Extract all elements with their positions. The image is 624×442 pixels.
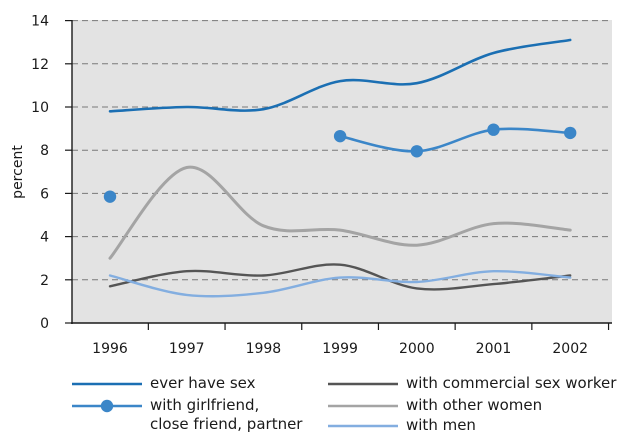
x-tick-label: 1999	[322, 341, 358, 357]
series-2	[103, 123, 577, 203]
legend-item-other-women: with other women	[328, 396, 542, 414]
legend-label: with men	[406, 416, 476, 434]
data-point	[103, 190, 117, 203]
series-line	[108, 165, 572, 260]
x-tick-label: 1996	[92, 341, 128, 357]
legend-label: ever have sex	[150, 374, 256, 392]
legend-marker	[100, 399, 114, 413]
y-tick-label: 8	[40, 143, 49, 159]
series-layer	[103, 38, 577, 298]
series-4	[108, 165, 572, 260]
series-3	[108, 263, 572, 291]
legend-label: with other women	[406, 396, 542, 414]
series-line	[338, 127, 572, 153]
x-tick-label: 2000	[399, 341, 435, 357]
y-tick-label: 2	[40, 273, 49, 289]
y-tick-label: 6	[40, 186, 49, 202]
data-point	[564, 126, 577, 140]
legend-item-ever-have-sex: ever have sex	[72, 374, 256, 392]
legend-label: with girlfriend,	[150, 396, 259, 414]
gridlines	[72, 20, 612, 281]
series-line	[108, 269, 572, 298]
y-tick-label: 12	[31, 57, 49, 73]
y-tick-label: 0	[40, 316, 49, 332]
series-1	[108, 38, 572, 113]
series-line	[108, 38, 572, 113]
data-point	[487, 123, 500, 136]
data-point	[410, 145, 423, 158]
y-axis-label: percent	[10, 145, 26, 199]
x-tick-label: 2002	[552, 341, 588, 357]
x-tick-label: 1997	[169, 341, 205, 357]
legend: ever have sex with girlfriend,close frien…	[72, 374, 617, 434]
y-tick-label: 4	[40, 230, 49, 246]
series-line	[108, 263, 572, 291]
legend-label: close friend, partner	[150, 415, 303, 433]
x-tick-label: 2001	[476, 341, 512, 357]
legend-item-men: with men	[328, 416, 476, 434]
series-5	[108, 269, 572, 298]
axes: 0 2 4 6 8 10 12 14 1996 1997 1998 1999 2000 2001 2002	[31, 14, 612, 357]
x-tick-label: 1998	[246, 341, 282, 357]
legend-label: with commercial sex worker	[406, 374, 617, 392]
data-point	[333, 129, 347, 143]
legend-item-girlfriend: with girlfriend,close friend, partner	[72, 396, 303, 433]
legend-item-commercial: with commercial sex worker	[328, 374, 617, 392]
y-tick-label: 14	[31, 14, 49, 30]
y-tick-label: 10	[31, 100, 49, 116]
